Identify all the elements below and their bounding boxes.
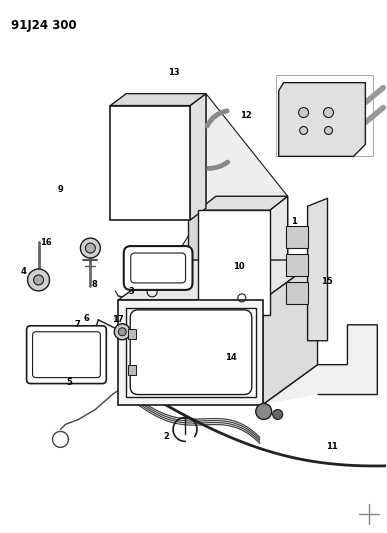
Circle shape xyxy=(324,108,334,118)
Circle shape xyxy=(299,108,308,118)
Bar xyxy=(286,226,308,248)
Bar xyxy=(128,365,136,375)
FancyBboxPatch shape xyxy=(124,246,192,290)
Bar xyxy=(188,312,282,327)
Bar xyxy=(276,75,373,156)
Text: 13: 13 xyxy=(168,68,179,77)
Text: 16: 16 xyxy=(40,238,52,247)
Polygon shape xyxy=(263,325,377,405)
Polygon shape xyxy=(308,198,327,341)
Polygon shape xyxy=(110,94,206,106)
Polygon shape xyxy=(118,260,318,300)
Text: 4: 4 xyxy=(20,268,26,276)
Circle shape xyxy=(325,126,332,134)
Polygon shape xyxy=(190,94,206,220)
Circle shape xyxy=(256,403,272,419)
Circle shape xyxy=(34,275,44,285)
Text: 2: 2 xyxy=(164,432,170,441)
Text: 9: 9 xyxy=(58,185,63,194)
Text: 5: 5 xyxy=(67,378,72,387)
Bar xyxy=(286,282,308,304)
Circle shape xyxy=(27,269,50,291)
Text: 11: 11 xyxy=(326,441,337,450)
Polygon shape xyxy=(173,94,318,301)
Text: 1: 1 xyxy=(291,217,297,226)
Text: 10: 10 xyxy=(233,262,245,271)
Text: 6: 6 xyxy=(83,314,89,323)
Bar xyxy=(286,254,308,276)
Text: 14: 14 xyxy=(225,353,237,362)
Bar xyxy=(126,308,256,397)
Circle shape xyxy=(273,409,283,419)
Polygon shape xyxy=(270,196,288,315)
Text: 7: 7 xyxy=(75,320,81,329)
Circle shape xyxy=(118,328,126,336)
Bar xyxy=(198,210,270,315)
Bar xyxy=(128,329,136,340)
Circle shape xyxy=(80,238,100,258)
Polygon shape xyxy=(263,260,318,405)
Bar xyxy=(118,300,263,405)
Circle shape xyxy=(300,126,308,134)
Bar xyxy=(110,106,190,220)
FancyBboxPatch shape xyxy=(130,310,252,394)
Text: 3: 3 xyxy=(129,287,135,296)
Text: 8: 8 xyxy=(91,280,97,289)
Circle shape xyxy=(114,324,130,340)
Polygon shape xyxy=(279,83,365,156)
Polygon shape xyxy=(198,196,288,210)
Text: 15: 15 xyxy=(321,277,332,286)
FancyBboxPatch shape xyxy=(27,326,106,384)
Bar xyxy=(188,205,200,320)
Text: 12: 12 xyxy=(240,111,252,119)
Circle shape xyxy=(86,243,95,253)
Text: 91J24 300: 91J24 300 xyxy=(11,19,76,32)
Text: 17: 17 xyxy=(113,315,124,324)
